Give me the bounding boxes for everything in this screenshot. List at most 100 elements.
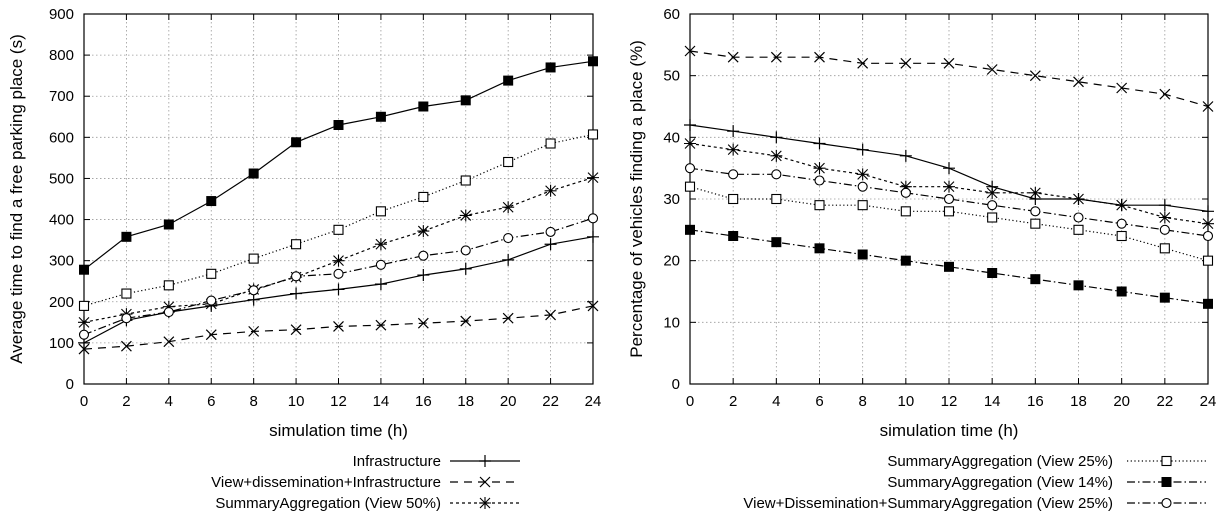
y-tick-label: 500 — [49, 170, 74, 187]
series-3-point — [417, 225, 430, 238]
series-1-point — [899, 149, 912, 162]
series-2-point — [248, 325, 260, 337]
y-tick-label: 30 — [663, 191, 680, 208]
x-tick-label: 0 — [686, 393, 694, 410]
series-3-point — [78, 316, 90, 329]
series-4-point — [587, 129, 599, 140]
series-2-point — [986, 64, 998, 75]
series-5-point — [728, 231, 739, 241]
y-tick-label: 50 — [663, 68, 680, 85]
series-3-point — [587, 171, 599, 184]
legend-swatch-marker — [1161, 455, 1172, 467]
series-2-point — [1073, 76, 1084, 88]
series-2-point — [163, 336, 175, 348]
y-tick-label: 40 — [663, 129, 680, 146]
chart-1-series-5 — [79, 56, 598, 275]
x-tick-label: 16 — [1027, 393, 1044, 410]
y-tick-label: 900 — [49, 6, 74, 23]
series-2-point — [587, 300, 599, 312]
x-tick-label: 18 — [457, 393, 474, 410]
series-6-point — [900, 187, 911, 198]
series-2-point — [78, 343, 90, 355]
series-3-point — [544, 184, 557, 197]
series-5-point — [814, 243, 825, 254]
series-5-point — [588, 56, 598, 67]
series-6-point — [587, 213, 599, 224]
series-3-point — [502, 201, 515, 214]
series-6-point — [684, 163, 696, 174]
y-tick-label: 800 — [49, 47, 74, 64]
series-6-point — [728, 169, 739, 180]
series-4-point — [545, 138, 556, 149]
series-5-point — [685, 224, 695, 235]
series-3-point — [374, 238, 387, 251]
legend-label: SummaryAggregation (View 25%) — [887, 453, 1113, 470]
series-1-point — [1202, 205, 1214, 218]
series-5-point — [900, 255, 911, 266]
series-6-point — [206, 295, 217, 306]
chart-2-series-5 — [685, 224, 1213, 309]
y-tick-label: 100 — [49, 335, 74, 352]
series-1-point — [587, 230, 599, 243]
x-tick-label: 18 — [1070, 393, 1087, 410]
series-6-point — [771, 169, 782, 180]
series-2-point — [1159, 88, 1171, 100]
x-tick-label: 20 — [1113, 393, 1130, 410]
series-6-point — [163, 307, 174, 318]
series-6-point — [78, 329, 90, 340]
series-5-point — [248, 168, 259, 179]
series-6-point — [333, 268, 344, 279]
series-3-point — [813, 162, 826, 175]
x-tick-label: 6 — [207, 393, 215, 410]
x-tick-label: 16 — [415, 393, 432, 410]
legend-swatch-marker — [479, 497, 491, 509]
series-4-point — [1202, 255, 1214, 266]
legend-swatch-marker — [1161, 477, 1172, 487]
series-5-point — [1030, 274, 1041, 285]
series-4-point — [728, 193, 739, 205]
x-tick-label: 8 — [858, 393, 866, 410]
series-3-point — [899, 180, 912, 193]
series-1-point — [290, 287, 303, 300]
series-3-point — [856, 168, 869, 181]
series-3-point — [1029, 186, 1042, 199]
series-4-point — [943, 206, 955, 217]
y-tick-label: 300 — [49, 253, 74, 270]
series-6-point — [248, 285, 259, 296]
chart-1-series-4 — [78, 129, 599, 311]
x-tick-label: 2 — [729, 393, 737, 410]
chart-1-series-2 — [78, 300, 599, 355]
series-3-point — [162, 300, 175, 313]
series-1-point — [813, 137, 826, 150]
y-tick-label: 700 — [49, 88, 74, 105]
series-1-point — [684, 119, 696, 131]
series-4-point — [78, 300, 90, 311]
series-1-point — [502, 253, 515, 266]
y-tick-label: 0 — [672, 376, 680, 393]
legend-swatch-marker — [479, 476, 491, 488]
series-3-point — [332, 254, 345, 267]
series-2-point — [1202, 101, 1214, 112]
series-2-point — [375, 319, 387, 331]
chart-2-legend: SummaryAggregation (View 25%) SummaryAggr… — [743, 453, 1206, 512]
series-4-point — [1073, 224, 1084, 235]
x-tick-label: 22 — [542, 393, 559, 410]
series-3-point — [459, 209, 472, 222]
series-3-point — [943, 180, 955, 193]
series-2-point — [727, 51, 739, 63]
chart-1-x-axis-label: simulation time (h) — [269, 421, 408, 440]
series-4-point — [375, 206, 386, 217]
legend-label: View+Dissemination+SummaryAggregation (V… — [743, 495, 1113, 512]
x-tick-label: 10 — [897, 393, 914, 410]
series-1-point — [374, 278, 387, 291]
series-5-point — [944, 261, 954, 272]
x-tick-label: 12 — [941, 393, 958, 410]
series-4-point — [1030, 218, 1041, 229]
series-5-point — [375, 111, 386, 122]
chart-2-x-axis-label: simulation time (h) — [880, 421, 1019, 440]
series-6-point — [503, 233, 514, 244]
series-5-point — [545, 62, 556, 73]
series-4-point — [333, 224, 344, 235]
legend-swatch-marker — [479, 455, 491, 467]
